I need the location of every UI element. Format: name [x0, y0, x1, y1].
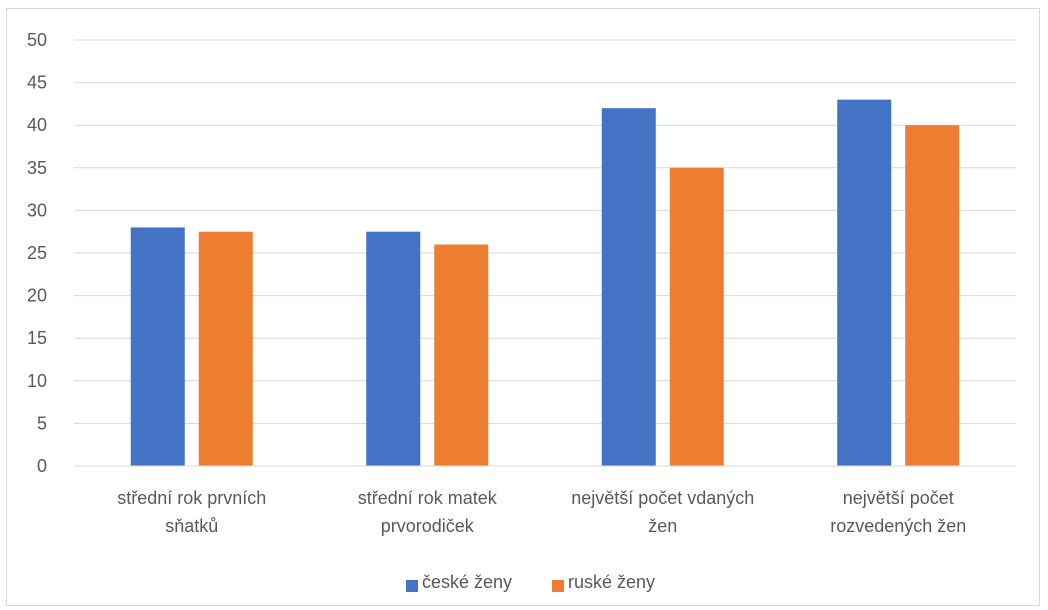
bar-ceske-zeny	[366, 231, 421, 466]
bar-ceske-zeny	[130, 227, 185, 466]
x-category-label: střední rok prvních	[117, 488, 266, 508]
bar-ruske-zeny	[198, 231, 253, 466]
x-category-label: největší počet	[843, 488, 954, 508]
y-tick-label: 5	[37, 413, 47, 433]
x-category-label: žen	[648, 516, 677, 536]
y-tick-label: 15	[27, 328, 47, 348]
y-tick-label: 25	[27, 243, 47, 263]
bar-ceske-zeny	[601, 108, 656, 466]
y-tick-label: 35	[27, 158, 47, 178]
legend-label: ruské ženy	[568, 572, 655, 592]
x-category-label: rozvedených žen	[830, 516, 966, 536]
y-axis-tick-labels: 0 5 10 15 20 25 30 35 40 45 50	[27, 30, 47, 476]
y-tick-label: 45	[27, 73, 47, 93]
bars	[130, 99, 960, 467]
y-tick-label: 50	[27, 30, 47, 50]
legend-label: české ženy	[422, 572, 512, 592]
legend: české ženy ruské ženy	[406, 572, 655, 592]
x-category-label: střední rok matek	[358, 488, 498, 508]
x-category-label: prvorodiček	[381, 516, 475, 536]
y-tick-label: 10	[27, 371, 47, 391]
y-tick-label: 20	[27, 286, 47, 306]
bar-ruske-zeny	[669, 167, 724, 467]
x-axis-category-labels: střední rok prvních sňatků střední rok mat…	[117, 488, 966, 536]
x-category-label: sňatků	[165, 516, 218, 536]
bar-ceske-zeny	[837, 99, 892, 466]
legend-swatch	[406, 580, 418, 592]
y-tick-label: 40	[27, 115, 47, 135]
x-category-label: největší počet vdaných	[571, 488, 754, 508]
legend-swatch	[552, 580, 564, 592]
y-tick-label: 0	[37, 456, 47, 476]
bar-ruske-zeny	[434, 244, 489, 466]
y-tick-label: 30	[27, 200, 47, 220]
bar-ruske-zeny	[905, 125, 960, 466]
